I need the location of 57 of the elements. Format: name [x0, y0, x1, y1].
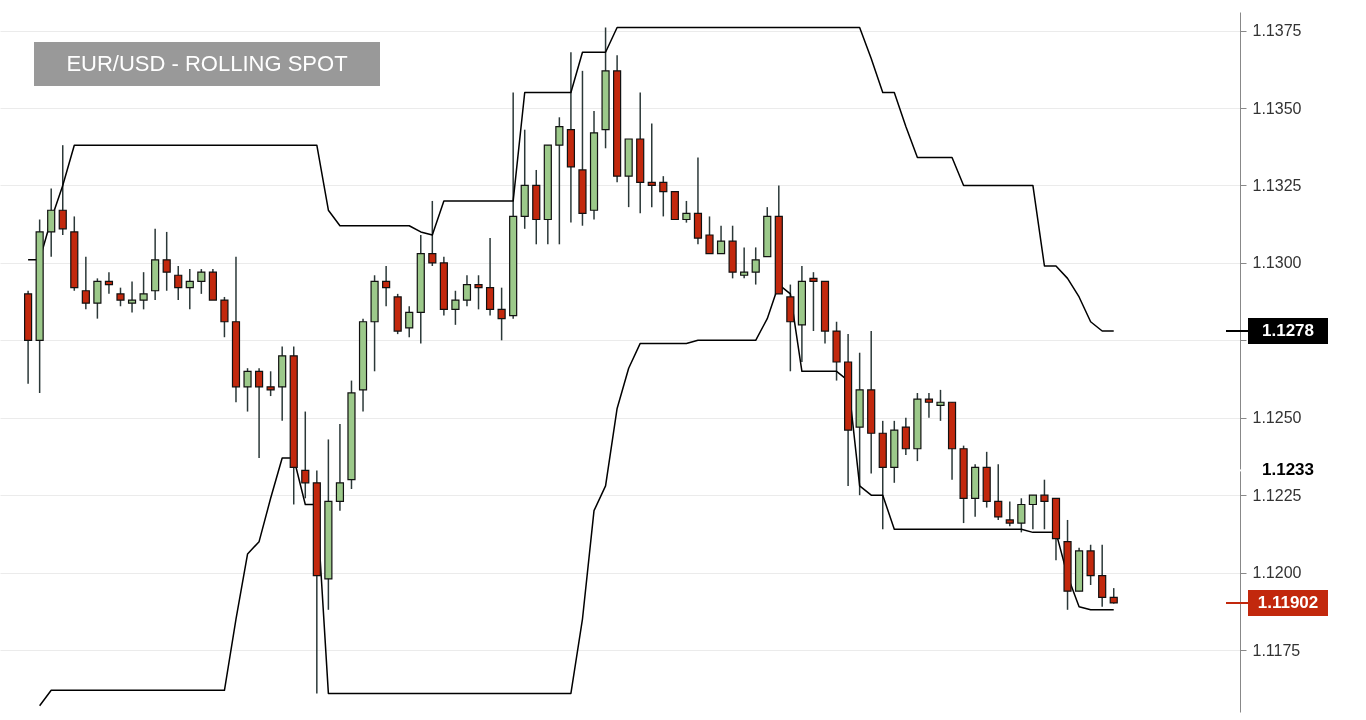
candlestick	[81, 255, 90, 311]
candlestick	[716, 224, 726, 255]
candlestick	[1028, 494, 1037, 531]
candlestick	[162, 231, 171, 292]
candlestick	[809, 271, 818, 332]
candlestick	[497, 286, 506, 342]
y-tick-label: 1.1325	[1252, 176, 1302, 194]
y-tick-label: 1.1250	[1252, 409, 1302, 427]
candlestick	[682, 200, 691, 224]
candlestick	[116, 286, 125, 307]
candlestick	[58, 144, 67, 236]
candlestick	[462, 274, 472, 307]
candlestick	[451, 290, 460, 326]
y-tick-label: 1.1300	[1252, 254, 1302, 272]
candlestick	[220, 296, 229, 338]
candlestick	[104, 271, 114, 295]
text: EUR/USD - ROLLING SPOT	[66, 51, 348, 76]
y-tick-label: 1.1225	[1252, 486, 1302, 504]
candlestick	[335, 423, 345, 512]
candlestick	[659, 175, 668, 218]
candlestick	[751, 246, 760, 286]
candlestick	[901, 417, 910, 456]
candlestick	[266, 370, 275, 397]
candlestick	[740, 246, 749, 280]
candlestick	[485, 237, 495, 317]
candlestick	[382, 265, 391, 307]
candlestick	[1005, 500, 1014, 527]
candlestick	[174, 265, 183, 301]
candlestick	[994, 463, 1003, 521]
y-tick-label: 1.1200	[1252, 564, 1302, 582]
candlestick	[924, 392, 934, 419]
candlestick	[301, 410, 310, 500]
candlestick	[47, 187, 56, 258]
candlestick	[127, 280, 137, 314]
candlestick	[139, 271, 148, 311]
candlestick	[1098, 543, 1107, 608]
y-tick-label: 1.1375	[1252, 22, 1302, 40]
candlestick	[428, 200, 437, 267]
candlestick	[1017, 497, 1026, 534]
candlestick	[405, 305, 414, 338]
ref-line-label: 1.11902	[1257, 592, 1319, 612]
candlestick	[243, 367, 252, 413]
candlestick	[254, 367, 264, 459]
candlestick	[647, 122, 656, 208]
line-series	[27, 26, 1115, 332]
candlestick	[474, 274, 483, 311]
candlestick	[936, 389, 945, 422]
ref-line-label: 1.1233	[1262, 460, 1314, 480]
candlestick	[705, 215, 714, 255]
y-tick-label: 1.1175	[1252, 641, 1301, 659]
candlestick	[185, 268, 194, 311]
candlestick	[93, 277, 102, 320]
candlestick	[1040, 478, 1049, 531]
candlestick	[197, 268, 206, 295]
y-tick-label: 1.1350	[1252, 99, 1302, 117]
ref-line-label: 1.1278	[1262, 321, 1314, 341]
candlestick	[555, 116, 564, 246]
